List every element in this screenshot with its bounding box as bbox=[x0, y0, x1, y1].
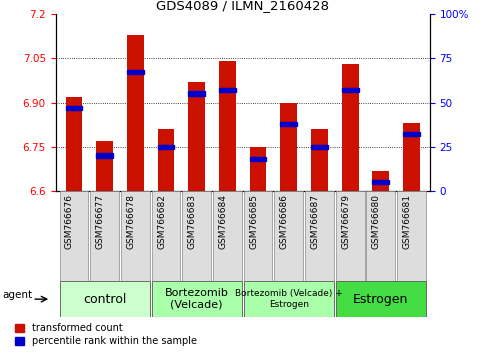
Bar bbox=[372, 171, 389, 191]
Bar bbox=[250, 147, 267, 191]
Bar bbox=[341, 88, 358, 92]
Text: GSM766680: GSM766680 bbox=[372, 194, 381, 249]
Bar bbox=[403, 132, 420, 136]
Text: GSM766685: GSM766685 bbox=[249, 194, 258, 249]
Text: GSM766683: GSM766683 bbox=[188, 194, 197, 249]
Bar bbox=[305, 191, 334, 281]
Bar bbox=[403, 123, 420, 191]
Bar bbox=[188, 82, 205, 191]
Text: control: control bbox=[83, 293, 127, 306]
Bar bbox=[213, 191, 242, 281]
Bar bbox=[336, 191, 365, 281]
Bar bbox=[90, 191, 119, 281]
Bar bbox=[59, 281, 150, 317]
Text: GSM766679: GSM766679 bbox=[341, 194, 350, 249]
Bar bbox=[127, 35, 144, 191]
Bar bbox=[311, 144, 328, 149]
Bar bbox=[157, 129, 174, 191]
Text: Bortezomib
(Velcade): Bortezomib (Velcade) bbox=[165, 288, 228, 310]
Bar bbox=[96, 141, 113, 191]
Bar bbox=[59, 191, 88, 281]
Bar bbox=[96, 153, 113, 158]
Bar bbox=[274, 191, 303, 281]
Bar bbox=[336, 281, 426, 317]
Bar bbox=[250, 157, 267, 161]
Text: GSM766682: GSM766682 bbox=[157, 194, 166, 249]
Bar bbox=[341, 64, 358, 191]
Bar bbox=[397, 191, 426, 281]
Bar bbox=[152, 281, 242, 317]
Bar bbox=[188, 91, 205, 96]
Text: GSM766687: GSM766687 bbox=[311, 194, 319, 249]
Bar bbox=[219, 88, 236, 92]
Bar bbox=[280, 121, 297, 126]
Bar bbox=[372, 180, 389, 184]
Bar bbox=[367, 191, 395, 281]
Text: GSM766678: GSM766678 bbox=[127, 194, 135, 249]
Bar bbox=[219, 61, 236, 191]
Bar bbox=[157, 144, 174, 149]
Text: agent: agent bbox=[3, 290, 33, 300]
Bar bbox=[182, 191, 211, 281]
Bar bbox=[243, 281, 334, 317]
Legend: transformed count, percentile rank within the sample: transformed count, percentile rank withi… bbox=[14, 324, 197, 346]
Bar bbox=[66, 105, 83, 110]
Text: GSM766684: GSM766684 bbox=[218, 194, 227, 249]
Title: GDS4089 / ILMN_2160428: GDS4089 / ILMN_2160428 bbox=[156, 0, 329, 12]
Bar bbox=[127, 70, 144, 74]
Bar bbox=[280, 103, 297, 191]
Text: GSM766676: GSM766676 bbox=[65, 194, 74, 249]
Text: GSM766677: GSM766677 bbox=[96, 194, 105, 249]
Text: GSM766686: GSM766686 bbox=[280, 194, 289, 249]
Text: Estrogen: Estrogen bbox=[353, 293, 409, 306]
Text: Bortezomib (Velcade) +
Estrogen: Bortezomib (Velcade) + Estrogen bbox=[235, 290, 342, 309]
Bar bbox=[311, 129, 328, 191]
Text: GSM766681: GSM766681 bbox=[402, 194, 412, 249]
Bar bbox=[152, 191, 181, 281]
Bar bbox=[243, 191, 272, 281]
Bar bbox=[121, 191, 150, 281]
Bar bbox=[66, 97, 83, 191]
